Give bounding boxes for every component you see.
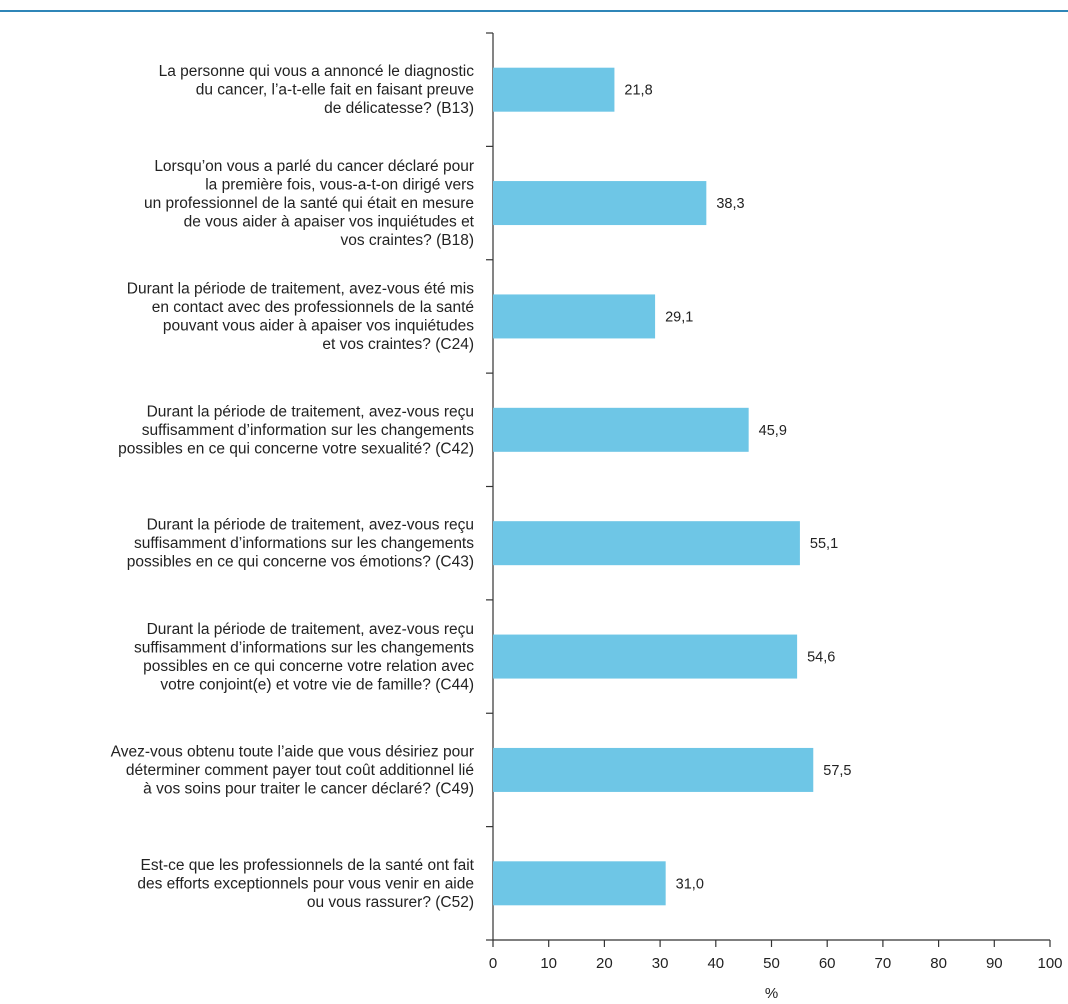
category-label: Durant la période de traitement, avez-vo… [134, 621, 474, 694]
bar-value-label: 29,1 [665, 309, 693, 325]
bar [493, 861, 666, 906]
x-tick-label: 40 [707, 955, 724, 972]
category-label-line: ou vous rassurer? (C52) [307, 894, 474, 911]
x-tick-label: 80 [930, 955, 947, 972]
category-label-line: possibles en ce qui concerne vos émotion… [127, 554, 474, 571]
category-label-line: à vos soins pour traiter le cancer décla… [143, 780, 474, 797]
category-label-line: un professionnel de la santé qui était e… [144, 195, 474, 212]
category-label-line: la première fois, vous-a-t-on dirigé ver… [205, 177, 474, 194]
category-label-line: des efforts exceptionnels pour vous veni… [137, 875, 474, 892]
category-label-line: Lorsqu’on vous a parlé du cancer déclaré… [154, 158, 474, 175]
bar-value-label: 21,8 [624, 83, 652, 99]
category-label-line: possibles en ce qui concerne votre sexua… [118, 440, 474, 457]
x-tick-label: 60 [819, 955, 836, 972]
x-tick-label: 10 [540, 955, 557, 972]
bar-value-label: 57,5 [823, 763, 851, 779]
bar [493, 181, 707, 226]
category-label-line: et vos craintes? (C24) [322, 336, 474, 353]
category-label: Lorsqu’on vous a parlé du cancer déclaré… [144, 158, 475, 249]
category-label: Avez-vous obtenu toute l’aide que vous d… [111, 743, 474, 797]
category-label-line: vos craintes? (B18) [340, 232, 474, 249]
x-tick-label: 20 [596, 955, 613, 972]
category-label: Est-ce que les professionnels de la sant… [137, 857, 474, 911]
category-label: Durant la période de traitement, avez-vo… [127, 517, 474, 571]
category-label-line: Avez-vous obtenu toute l’aide que vous d… [111, 743, 474, 760]
x-tick-label: 30 [652, 955, 669, 972]
x-tick-label: 90 [986, 955, 1003, 972]
bar-value-label: 45,9 [759, 423, 787, 439]
bar [493, 747, 814, 792]
category-label-line: possibles en ce qui concerne votre relat… [143, 658, 474, 675]
x-tick-label: 100 [1037, 955, 1062, 972]
bar [493, 67, 615, 112]
category-label: Durant la période de traitement, avez-vo… [118, 403, 474, 457]
category-label-line: déterminer comment payer tout coût addit… [126, 762, 474, 779]
x-tick-label: 50 [763, 955, 780, 972]
category-label-line: votre conjoint(e) et votre vie de famill… [160, 676, 474, 693]
category-label-line: Durant la période de traitement, avez-vo… [147, 403, 474, 420]
category-label-line: suffisamment d’informations sur les chan… [134, 639, 474, 656]
bar-value-label: 54,6 [807, 650, 835, 666]
category-label-line: de vous aider à apaiser vos inquiétudes … [184, 214, 475, 231]
category-label: Durant la période de traitement, avez-vo… [127, 281, 474, 354]
category-label-line: suffisamment d’information sur les chang… [142, 422, 475, 439]
category-label-line: du cancer, l’a-t-elle fait en faisant pr… [196, 82, 474, 99]
bar [493, 521, 800, 566]
x-tick-label: 70 [875, 955, 892, 972]
bar [493, 407, 749, 452]
category-label-line: de délicatesse? (B13) [324, 100, 474, 117]
bar-value-label: 55,1 [810, 536, 838, 552]
x-axis-title: % [765, 985, 778, 1002]
x-tick-label: 0 [489, 955, 497, 972]
category-label-line: en contact avec des professionnels de la… [152, 299, 474, 316]
category-label-line: Durant la période de traitement, avez-vo… [127, 281, 474, 298]
category-label-line: Durant la période de traitement, avez-vo… [147, 517, 474, 534]
category-label-line: pouvant vous aider à apaiser vos inquiét… [163, 318, 474, 335]
bar [493, 294, 656, 339]
bar-value-label: 38,3 [716, 196, 744, 212]
bar-value-label: 31,0 [676, 876, 704, 892]
category-label: La personne qui vous a annoncé le diagno… [159, 63, 475, 117]
category-label-line: La personne qui vous a annoncé le diagno… [159, 63, 475, 80]
category-label-line: suffisamment d’informations sur les chan… [134, 535, 474, 552]
bar [493, 634, 798, 679]
category-label-line: Est-ce que les professionnels de la sant… [141, 857, 475, 874]
category-label-line: Durant la période de traitement, avez-vo… [147, 621, 474, 638]
